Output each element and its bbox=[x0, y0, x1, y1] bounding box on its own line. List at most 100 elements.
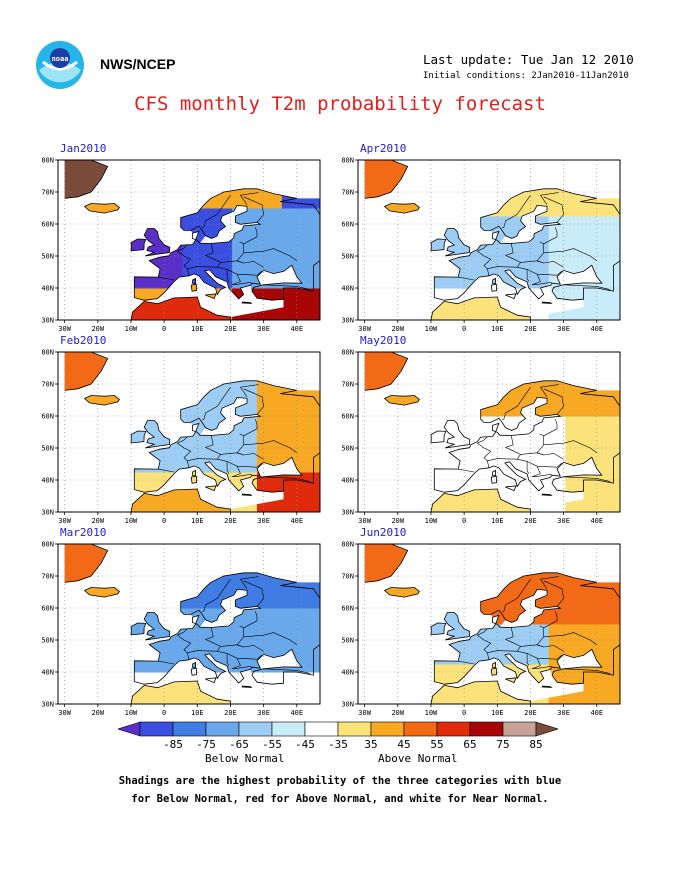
lat-tick-label: 40N bbox=[341, 477, 354, 485]
colorbar-swatch bbox=[436, 721, 471, 737]
lon-tick-label: 40E bbox=[590, 325, 603, 333]
lon-tick-label: 20W bbox=[91, 325, 104, 333]
lon-tick-label: 0 bbox=[462, 709, 466, 717]
lon-tick-label: 10W bbox=[125, 325, 138, 333]
colorbar-swatch bbox=[304, 721, 339, 737]
map-jun2010: 30W 20W 10W 0 10E 20E 30E 40E 80N 70N 60N 50N 40N 30N bbox=[341, 541, 621, 717]
lat-tick-label: 80N bbox=[41, 349, 54, 357]
initial-conditions: Initial conditions: 2Jan2010-11Jan2010 bbox=[423, 71, 629, 81]
lon-tick-label: 30W bbox=[358, 517, 371, 525]
colorbar-swatch bbox=[238, 721, 273, 737]
lat-tick-label: 70N bbox=[41, 189, 54, 197]
footnote-line-1: Shadings are the highest probability of … bbox=[118, 775, 562, 787]
lat-tick-label: 40N bbox=[41, 669, 54, 677]
lon-tick-label: 20W bbox=[391, 709, 404, 717]
lon-tick-label: 30W bbox=[358, 325, 371, 333]
lon-tick-label: 40E bbox=[590, 709, 603, 717]
lat-tick-label: 60N bbox=[41, 413, 54, 421]
lat-tick-label: 40N bbox=[41, 285, 54, 293]
lat-tick-label: 80N bbox=[341, 157, 354, 165]
colorbar-tick-label: -75 bbox=[196, 738, 216, 751]
colorbar-swatch bbox=[271, 721, 306, 737]
lon-tick-label: 0 bbox=[162, 517, 166, 525]
lat-tick-label: 80N bbox=[341, 541, 354, 549]
org-label: NWS/NCEP bbox=[100, 56, 176, 72]
lat-tick-label: 50N bbox=[341, 253, 354, 261]
lon-tick-label: 10E bbox=[191, 709, 204, 717]
colorbar-arrow-left bbox=[118, 721, 141, 737]
lon-tick-label: 20E bbox=[224, 325, 237, 333]
last-update: Last update: Tue Jan 12 2010 bbox=[423, 52, 634, 67]
lat-tick-label: 30N bbox=[341, 701, 354, 709]
lat-tick-label: 70N bbox=[41, 573, 54, 581]
colorbar-swatch bbox=[337, 721, 372, 737]
lon-tick-label: 20E bbox=[524, 325, 537, 333]
lat-tick-label: 60N bbox=[341, 221, 354, 229]
colorbar-tick-label: -65 bbox=[229, 738, 249, 751]
lat-tick-label: 30N bbox=[341, 317, 354, 325]
lon-tick-label: 30E bbox=[257, 517, 270, 525]
colorbar-swatch bbox=[469, 721, 504, 737]
lon-tick-label: 20W bbox=[91, 709, 104, 717]
colorbar-swatch bbox=[139, 721, 174, 737]
page-title: CFS monthly T2m probability forecast bbox=[134, 93, 546, 115]
lon-tick-label: 0 bbox=[462, 517, 466, 525]
panel-month-label: May2010 bbox=[360, 334, 407, 347]
colorbar-swatch bbox=[205, 721, 240, 737]
panel-month-label: Jan2010 bbox=[60, 142, 107, 155]
lon-tick-label: 30E bbox=[557, 709, 570, 717]
colorbar-tick-label: -55 bbox=[262, 738, 282, 751]
lat-tick-label: 50N bbox=[341, 637, 354, 645]
map-apr2010: 30W 20W 10W 0 10E 20E 30E 40E 80N 70N 60N 50N 40N 30N bbox=[341, 157, 621, 333]
lon-tick-label: 30W bbox=[358, 709, 371, 717]
panel-month-label: Jun2010 bbox=[360, 526, 407, 539]
map-mar2010: 30W 20W 10W 0 10E 20E 30E 40E 80N 70N 60N 50N 40N 30N bbox=[41, 541, 321, 717]
lat-tick-label: 60N bbox=[41, 605, 54, 613]
lat-tick-label: 30N bbox=[41, 317, 54, 325]
footnote-line-2: for Below Normal, red for Above Normal, … bbox=[131, 793, 549, 805]
lat-tick-label: 60N bbox=[341, 605, 354, 613]
lat-tick-label: 60N bbox=[41, 221, 54, 229]
lon-tick-label: 10E bbox=[191, 517, 204, 525]
lat-tick-label: 40N bbox=[41, 477, 54, 485]
lon-tick-label: 40E bbox=[290, 517, 303, 525]
colorbar-swatch bbox=[403, 721, 438, 737]
lat-tick-label: 50N bbox=[41, 637, 54, 645]
lon-tick-label: 0 bbox=[462, 325, 466, 333]
lon-tick-label: 30W bbox=[58, 325, 71, 333]
lon-tick-label: 10E bbox=[191, 325, 204, 333]
lon-tick-label: 0 bbox=[162, 709, 166, 717]
lon-tick-label: 40E bbox=[590, 517, 603, 525]
lat-tick-label: 30N bbox=[41, 509, 54, 517]
colorbar-swatch bbox=[172, 721, 207, 737]
lon-tick-label: 30E bbox=[557, 325, 570, 333]
lat-tick-label: 40N bbox=[341, 669, 354, 677]
lon-tick-label: 20W bbox=[91, 517, 104, 525]
lat-tick-label: 50N bbox=[41, 445, 54, 453]
colorbar-swatch bbox=[370, 721, 405, 737]
lat-tick-label: 70N bbox=[341, 189, 354, 197]
lon-tick-label: 10E bbox=[491, 325, 504, 333]
lon-tick-label: 10W bbox=[425, 325, 438, 333]
lon-tick-label: 10E bbox=[491, 709, 504, 717]
colorbar-tick-label: 85 bbox=[529, 738, 543, 751]
colorbar-tick-label: 65 bbox=[463, 738, 477, 751]
colorbar-tick-label: -85 bbox=[163, 738, 183, 751]
lat-tick-label: 30N bbox=[41, 701, 54, 709]
colorbar-tick-label: 35 bbox=[364, 738, 378, 751]
lon-tick-label: 30E bbox=[257, 325, 270, 333]
lat-tick-label: 80N bbox=[341, 349, 354, 357]
lon-tick-label: 20E bbox=[224, 709, 237, 717]
lon-tick-label: 20W bbox=[391, 517, 404, 525]
lon-tick-label: 30W bbox=[58, 709, 71, 717]
colorbar-tick-label: 45 bbox=[397, 738, 411, 751]
lat-tick-label: 30N bbox=[341, 509, 354, 517]
lon-tick-label: 10W bbox=[125, 517, 138, 525]
lat-tick-label: 80N bbox=[41, 157, 54, 165]
colorbar-tick-label: -45 bbox=[295, 738, 315, 751]
lon-tick-label: 20E bbox=[224, 517, 237, 525]
noaa-logo-icon: noaa bbox=[36, 41, 84, 89]
lon-tick-label: 10W bbox=[425, 709, 438, 717]
lat-tick-label: 80N bbox=[41, 541, 54, 549]
colorbar-swatch bbox=[502, 721, 537, 737]
